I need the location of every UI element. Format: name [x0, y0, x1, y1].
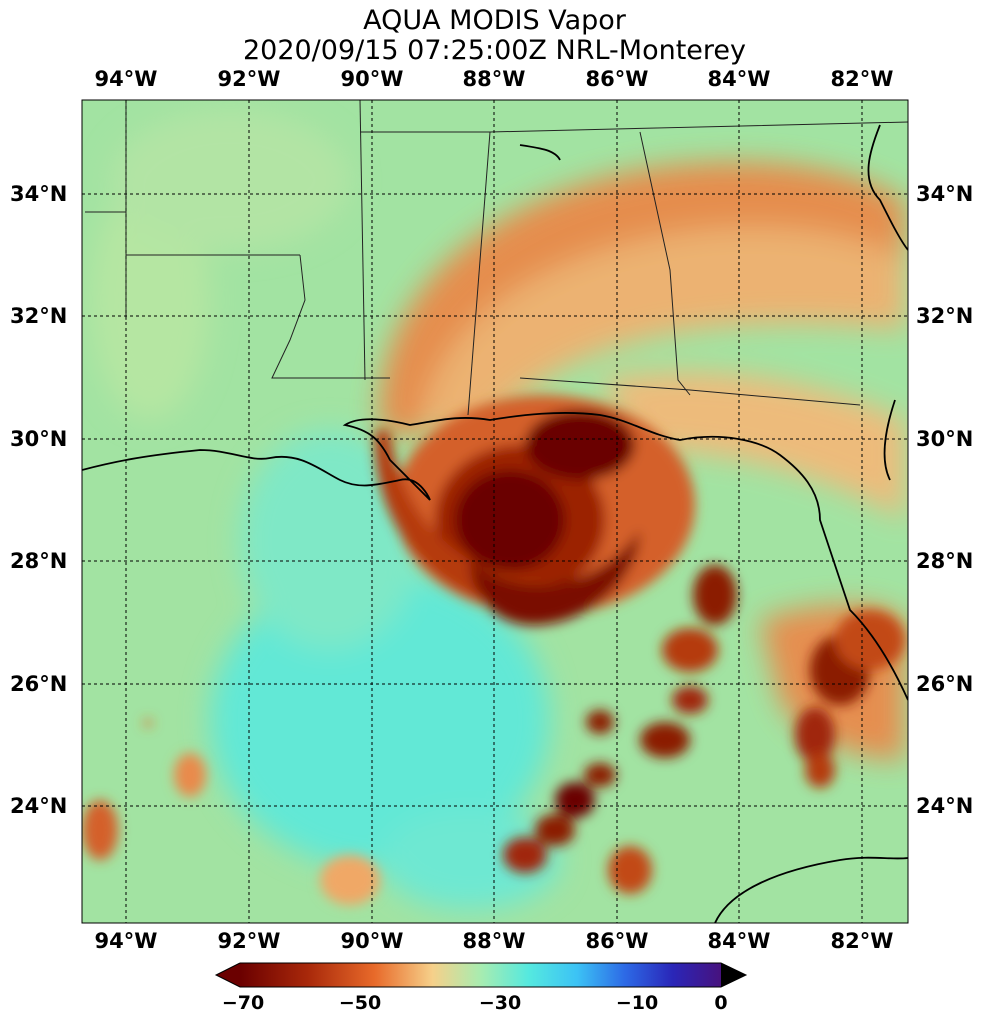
- map-frame: [81, 99, 909, 924]
- map-subtitle: 2020/09/15 07:25:00Z NRL-Monterey: [242, 35, 747, 66]
- lon-label-top: 90°W: [340, 67, 404, 91]
- colorbar: [214, 962, 748, 988]
- lat-label-left: 24°N: [10, 794, 68, 818]
- lat-label-right: 34°N: [916, 182, 974, 206]
- lat-label-left: 28°N: [10, 549, 68, 573]
- lon-label-top: 84°W: [707, 67, 771, 91]
- lat-label-right: 30°N: [916, 427, 974, 451]
- colorbar-tick-label: 0: [714, 992, 728, 1014]
- lon-label-bottom: 94°W: [94, 929, 158, 953]
- lat-label-left: 30°N: [10, 427, 68, 451]
- colorbar-tick-label: −50: [338, 992, 382, 1014]
- colorbar-tick-label: −70: [221, 992, 265, 1014]
- lon-label-bottom: 84°W: [707, 929, 771, 953]
- map-field: [82, 100, 908, 923]
- lon-label-bottom: 92°W: [217, 929, 281, 953]
- lon-label-bottom: 88°W: [462, 929, 526, 953]
- lat-label-right: 32°N: [916, 304, 974, 328]
- coastline: [82, 124, 908, 923]
- lon-label-top: 82°W: [830, 67, 894, 91]
- colorbar-outline: [214, 962, 748, 988]
- lon-label-bottom: 90°W: [340, 929, 404, 953]
- colorbar-tick-label: −10: [615, 992, 659, 1014]
- lon-label-top: 92°W: [217, 67, 281, 91]
- colorbar-max-arrow: [721, 963, 746, 987]
- colorbar-tick-label: −30: [478, 992, 522, 1014]
- gridlines: [82, 100, 908, 923]
- colorbar-gradient: [240, 963, 721, 987]
- lat-label-left: 26°N: [10, 672, 68, 696]
- lat-label-right: 26°N: [916, 672, 974, 696]
- lon-label-top: 86°W: [585, 67, 649, 91]
- lat-label-right: 24°N: [916, 794, 974, 818]
- lon-label-bottom: 86°W: [585, 929, 649, 953]
- lon-label-bottom: 82°W: [830, 929, 894, 953]
- lon-label-top: 88°W: [462, 67, 526, 91]
- lat-label-left: 32°N: [10, 304, 68, 328]
- lat-label-right: 28°N: [916, 549, 974, 573]
- lon-label-top: 94°W: [94, 67, 158, 91]
- colorbar-min-arrow: [216, 963, 240, 987]
- lat-label-left: 34°N: [10, 182, 68, 206]
- map-title: AQUA MODIS Vapor: [363, 5, 626, 36]
